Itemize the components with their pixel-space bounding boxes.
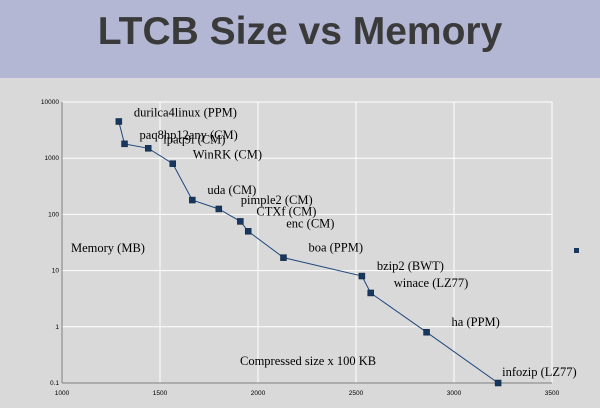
y-tick-label: 0.1	[50, 380, 59, 387]
data-label: winace (LZ77)	[394, 276, 469, 290]
axis-ticks: 10000 1000 100 10 1 0.1 1000 1500 2000 2500 3000 35…	[41, 99, 560, 397]
data-label: bzip2 (BWT)	[377, 259, 444, 273]
title-band	[0, 0, 600, 78]
data-point-marker	[189, 196, 196, 204]
data-label: lpaq9i (CM)	[163, 132, 225, 146]
x-tick-label: 1500	[153, 390, 168, 397]
data-label: WinRK (CM)	[193, 148, 262, 162]
data-point-marker	[237, 218, 244, 225]
slide-title: LTCB Size vs Memory	[97, 10, 503, 53]
chart-background	[0, 80, 600, 408]
x-tick-label: 3000	[447, 390, 462, 397]
x-axis-label: Compressed size x 100 KB	[240, 354, 376, 368]
x-tick-label: 2000	[251, 390, 266, 397]
data-point-marker	[423, 328, 430, 336]
y-tick-label: 10000	[41, 99, 59, 106]
data-point-marker	[115, 118, 123, 125]
data-label: pimple2 (CM)	[241, 193, 313, 207]
data-point-marker	[494, 379, 502, 387]
data-point-marker	[121, 140, 128, 148]
y-axis-label: Memory (MB)	[71, 241, 145, 255]
data-point-marker	[144, 145, 152, 152]
data-point-marker	[367, 289, 374, 297]
data-label: uda (CM)	[207, 183, 256, 197]
data-label: ha (PPM)	[452, 315, 500, 329]
y-tick-label: 100	[48, 211, 59, 218]
grid	[61, 101, 553, 384]
y-tick-label: 1	[55, 324, 59, 331]
data-label: boa (PPM)	[308, 241, 363, 255]
x-tick-label: 3500	[545, 390, 560, 397]
data-label: durilca4linux (PPM)	[134, 105, 237, 119]
data-point-marker	[358, 272, 366, 280]
data-label: CTXf (CM)	[256, 204, 316, 218]
data-label: infozip (LZ77)	[502, 365, 577, 379]
x-tick-label: 1000	[55, 390, 70, 397]
y-tick-label: 1000	[45, 155, 60, 162]
y-tick-label: 10	[52, 268, 60, 275]
data-point-marker	[169, 160, 176, 167]
legend-marker	[574, 248, 579, 253]
data-point-marker	[244, 228, 252, 235]
x-tick-label: 2500	[349, 390, 364, 397]
data-label: paq8hp12any (CM)	[140, 128, 238, 142]
data-point-marker	[215, 205, 223, 213]
data-point-marker	[280, 254, 287, 261]
data-labels: durilca4linux (PPM) paq8hp12any (CM)lpaq9…	[134, 105, 577, 379]
data-label: enc (CM)	[286, 216, 334, 230]
data-markers	[115, 118, 502, 387]
